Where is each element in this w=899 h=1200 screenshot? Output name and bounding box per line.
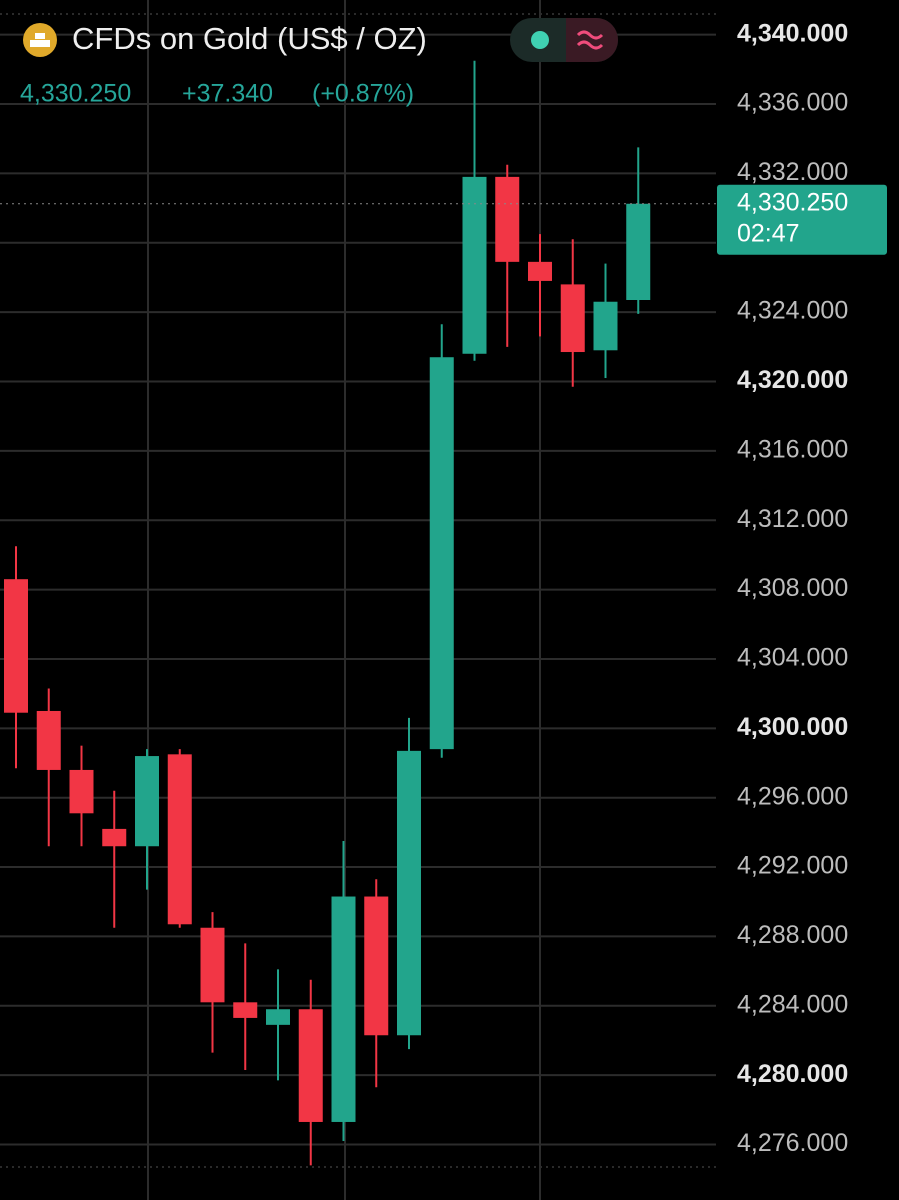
icon-bar: [30, 40, 50, 47]
price-tag-label: 4,330.250: [737, 188, 848, 216]
y-tick-label: 4,332.000: [737, 158, 848, 186]
candle-body: [69, 769, 94, 814]
y-tick-label: 4,288.000: [737, 921, 848, 949]
candle-body: [266, 1009, 290, 1025]
candle-body: [462, 176, 487, 354]
y-tick-label: 4,296.000: [737, 782, 848, 810]
market-open-dot: [531, 31, 549, 49]
change: +37.340: [182, 80, 273, 108]
y-tick-label: 4,324.000: [737, 297, 848, 325]
candle-body: [4, 579, 28, 713]
candle-body: [200, 927, 225, 1003]
price-tag-countdown: 02:47: [737, 219, 800, 247]
candle-body: [560, 284, 585, 353]
y-tick-label: 4,292.000: [737, 852, 848, 880]
y-tick-label: 4,340.000: [737, 19, 848, 47]
y-tick-label: 4,276.000: [737, 1129, 848, 1157]
candle-body: [528, 261, 552, 281]
y-tick-label: 4,320.000: [737, 366, 848, 394]
icon-bar: [35, 33, 45, 39]
symbol-title: CFDs on Gold (US$ / OZ): [72, 21, 427, 56]
candle-body: [429, 357, 454, 750]
candle-body: [233, 1002, 258, 1018]
change-pct: (+0.87%): [312, 80, 414, 108]
candle-body: [36, 710, 61, 770]
y-tick-label: 4,300.000: [737, 713, 848, 741]
candle-body: [298, 1009, 323, 1122]
y-tick-label: 4,316.000: [737, 435, 848, 463]
price-tag: [717, 184, 887, 255]
y-tick-label: 4,308.000: [737, 574, 848, 602]
candle-body: [626, 203, 651, 300]
candle-body: [495, 176, 520, 262]
overlay: CFDs on Gold (US$ / OZ) 4,330.250 +37.34…: [0, 18, 887, 255]
y-tick-label: 4,304.000: [737, 644, 848, 672]
candle-body: [397, 750, 421, 1036]
candle-body: [167, 754, 192, 925]
candle-body: [593, 301, 618, 351]
candle-body: [135, 756, 159, 847]
status-pill-right[interactable]: [566, 18, 618, 62]
candles: [4, 60, 651, 1166]
candle-body: [364, 896, 389, 1036]
y-tick-label: 4,312.000: [737, 505, 848, 533]
wave-icon: [576, 30, 604, 50]
candle-body: [331, 896, 356, 1122]
y-tick-label: 4,284.000: [737, 990, 848, 1018]
y-tick-label: 4,336.000: [737, 89, 848, 117]
y-tick-label: 4,280.000: [737, 1060, 848, 1088]
last-price: 4,330.250: [20, 80, 131, 108]
candle-body: [102, 828, 127, 847]
